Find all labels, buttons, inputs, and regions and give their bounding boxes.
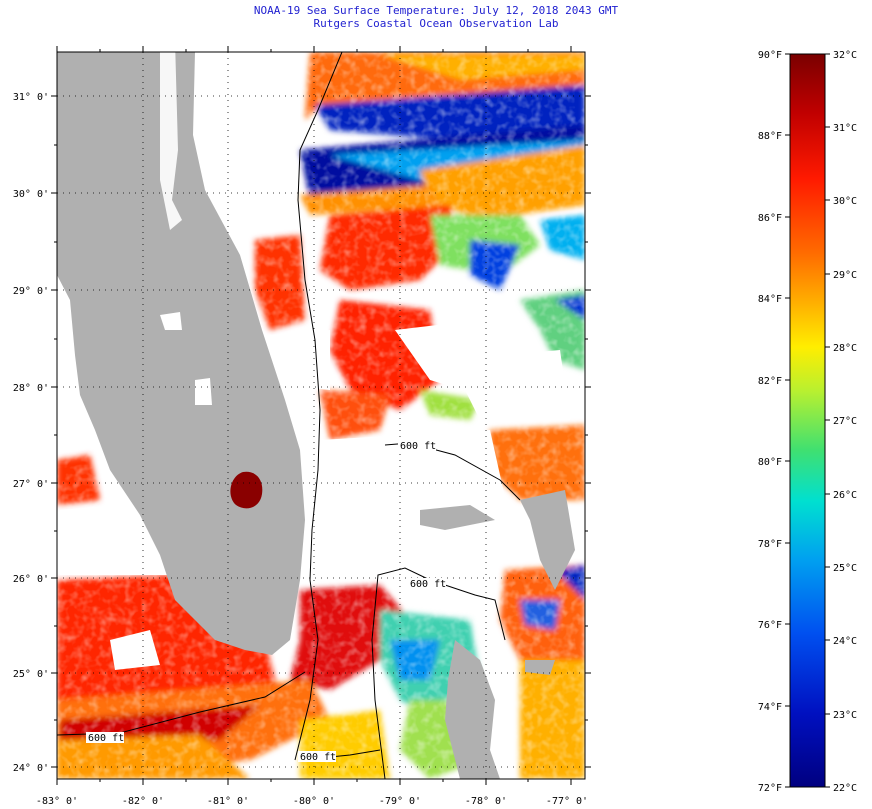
cbar-c-24: 24°C (833, 636, 857, 647)
title-line-2: Rutgers Coastal Ocean Observation Lab (313, 17, 559, 30)
lon-label-79: -79° 0' (379, 796, 421, 807)
x-major-ticks (56, 779, 572, 785)
cbar-f-84: 84°F (758, 294, 782, 305)
lake-okeechobee (230, 471, 263, 509)
lat-label-28: 28° 0' (13, 383, 49, 394)
cbar-f-86: 86°F (758, 213, 782, 224)
contour-label-4: 600 ft (300, 752, 336, 763)
y-major-ticks (51, 95, 57, 768)
lat-label-29: 29° 0' (13, 286, 49, 297)
colorbar-gradient (789, 53, 826, 788)
contour-label-bg-3 (86, 732, 124, 743)
y-minor-ticks (54, 144, 588, 721)
colorbar-f-ticks (785, 53, 790, 788)
cbar-c-32: 32°C (833, 50, 857, 61)
lat-label-30: 30° 0' (13, 189, 49, 200)
cbar-f-88: 88°F (758, 131, 782, 142)
inland-cloud-3 (195, 378, 212, 405)
land (57, 52, 575, 779)
cbar-f-72: 72°F (758, 783, 782, 794)
lat-label-26: 26° 0' (13, 574, 49, 585)
y-major-ticks-right (585, 95, 591, 768)
cbar-f-82: 82°F (758, 376, 782, 387)
colorbar-celsius-labels: 32°C 31°C 30°C 29°C 28°C 27°C 26°C 25°C … (833, 50, 857, 794)
contour-label-1: 600 ft (400, 441, 436, 452)
x-major-ticks-top (56, 46, 572, 52)
cbar-c-30: 30°C (833, 196, 857, 207)
lon-label-77: -77° 0' (546, 796, 588, 807)
lat-label-31: 31° 0' (13, 92, 49, 103)
colorbar-fahrenheit-labels: 90°F 88°F 86°F 84°F 82°F 80°F 78°F 76°F … (758, 50, 782, 794)
lat-label-24: 24° 0' (13, 763, 49, 774)
longitude-labels: -83° 0' -82° 0' -81° 0' -80° 0' -79° 0' … (36, 796, 588, 807)
axis-ticks (51, 46, 591, 785)
contour-600ft-shelf (294, 52, 343, 761)
cbar-f-80: 80°F (758, 457, 782, 468)
x-minor-ticks (99, 49, 529, 782)
cbar-f-78: 78°F (758, 539, 782, 550)
map-frame (56, 51, 586, 780)
inland-cloud-2 (160, 312, 182, 330)
cbar-c-31: 31°C (833, 123, 857, 134)
cbar-f-90: 90°F (758, 50, 782, 61)
graticule (57, 52, 585, 779)
cbar-c-26: 26°C (833, 490, 857, 501)
title-line-1: NOAA-19 Sea Surface Temperature: July 12… (253, 4, 619, 17)
contour-label-bg-1 (398, 440, 436, 451)
cbar-c-23: 23°C (833, 710, 857, 721)
land-andros (445, 640, 500, 779)
cbar-c-22: 22°C (833, 783, 857, 794)
colorbar-ticks (785, 53, 830, 788)
land-eleuthera (525, 660, 555, 675)
lon-label-78: -78° 0' (465, 796, 507, 807)
land-grand-bahama (420, 505, 495, 530)
cbar-f-74: 74°F (758, 702, 782, 713)
cbar-c-25: 25°C (833, 563, 857, 574)
contour-label-3: 600 ft (88, 733, 124, 744)
lon-label-82: -82° 0' (122, 796, 164, 807)
inland-cloud (160, 52, 182, 230)
contour-label-bg-4 (298, 751, 336, 762)
colorbar-c-ticks (825, 53, 830, 788)
colorbar: 90°F 88°F 86°F 84°F 82°F 80°F 78°F 76°F … (758, 50, 857, 794)
cbar-c-27: 27°C (833, 416, 857, 427)
lat-label-25: 25° 0' (13, 669, 49, 680)
latitude-labels: 31° 0' 30° 0' 29° 0' 28° 0' 27° 0' 26° 0… (13, 92, 49, 774)
lat-label-27: 27° 0' (13, 479, 49, 490)
cbar-f-76: 76°F (758, 620, 782, 631)
lon-label-81: -81° 0' (207, 796, 249, 807)
contour-label-2: 600 ft (410, 579, 446, 590)
cbar-c-28: 28°C (833, 343, 857, 354)
contour-600ft-straits (371, 567, 506, 779)
map-area (57, 52, 585, 779)
cbar-c-29: 29°C (833, 270, 857, 281)
contour-label-bg-2 (408, 578, 446, 589)
contour-labels: 600 ft 600 ft 600 ft 600 ft (86, 440, 446, 763)
lon-label-80: -80° 0' (293, 796, 335, 807)
lon-label-83: -83° 0' (36, 796, 78, 807)
land-abaco (520, 490, 575, 590)
